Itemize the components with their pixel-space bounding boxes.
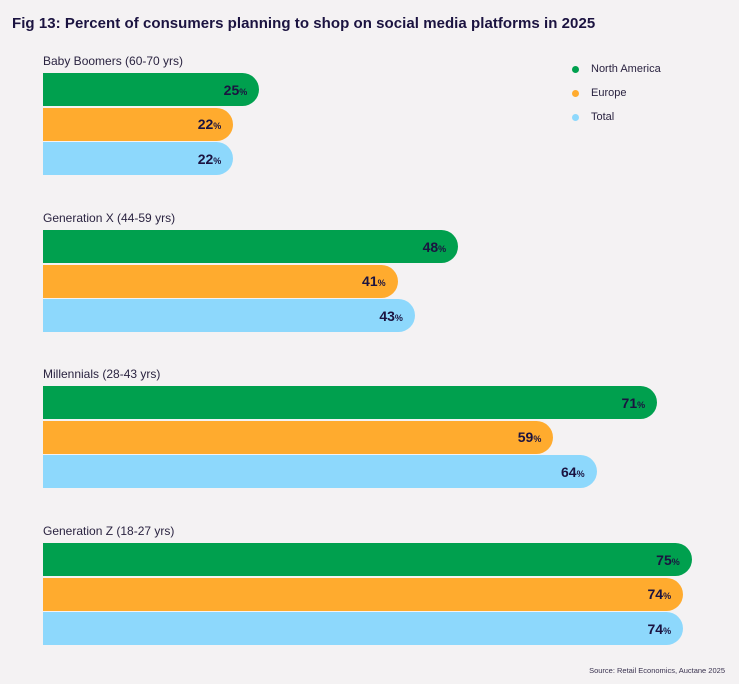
- bar-value-label: 41%: [362, 273, 386, 289]
- percent-unit: %: [377, 278, 386, 288]
- category-label: Baby Boomers (60-70 yrs): [43, 54, 184, 68]
- bar-value-label: 71%: [621, 394, 646, 411]
- bar-total: 43%: [43, 299, 415, 332]
- percent-unit: %: [213, 121, 222, 131]
- bar-value-label: 59%: [517, 429, 542, 445]
- bar-europe: 74%: [43, 577, 684, 611]
- percent-unit: %: [438, 243, 447, 254]
- bar-europe: 22%: [43, 107, 234, 141]
- legend-item-north-america: North America: [572, 57, 661, 81]
- bar-north-america: 75%: [43, 543, 692, 576]
- legend-item-total: Total: [572, 105, 661, 129]
- percent-unit: %: [671, 556, 680, 567]
- chart-title: Fig 13: Percent of consumers planning to…: [12, 15, 596, 32]
- legend-label: Europe: [591, 87, 627, 99]
- category-label: Generation Z (18-27 yrs): [43, 524, 175, 538]
- percent-unit: %: [637, 399, 646, 410]
- bar-north-america: 71%: [43, 386, 658, 419]
- bar-europe: 41%: [43, 264, 398, 298]
- percent-unit: %: [394, 312, 403, 323]
- bar-value-label: 75%: [656, 551, 680, 568]
- bar-value-label: 74%: [647, 620, 672, 637]
- bar-north-america: 25%: [43, 73, 260, 106]
- legend-item-europe: Europe: [572, 81, 661, 105]
- bar-value-label: 25%: [223, 81, 248, 98]
- legend-dot-icon: [572, 65, 579, 73]
- bar-value-label: 64%: [561, 463, 585, 480]
- bar-total: 74%: [43, 612, 684, 645]
- bar-europe: 59%: [43, 420, 554, 454]
- legend-dot-icon: [572, 89, 579, 97]
- percent-unit: %: [239, 86, 248, 97]
- legend-label: Total: [591, 111, 615, 123]
- percent-unit: %: [533, 434, 542, 444]
- percent-unit: %: [663, 625, 672, 636]
- category-label: Millennials (28-43 yrs): [43, 367, 161, 381]
- bar-total: 22%: [43, 142, 234, 175]
- bar-value-label: 48%: [422, 238, 447, 255]
- percent-unit: %: [576, 468, 585, 479]
- legend-label: North America: [591, 63, 661, 75]
- percent-unit: %: [213, 155, 222, 166]
- bar-north-america: 48%: [43, 230, 459, 263]
- percent-unit: %: [663, 591, 672, 601]
- bar-value-label: 74%: [647, 586, 672, 602]
- chart-legend: North America Europe Total: [572, 57, 661, 129]
- legend-dot-icon: [572, 113, 579, 121]
- source-note: Source: Retail Economics, Auctane 2025: [589, 666, 725, 675]
- bar-value-label: 22%: [197, 116, 222, 132]
- bar-value-label: 43%: [379, 307, 403, 324]
- bar-value-label: 22%: [197, 150, 222, 167]
- bar-total: 64%: [43, 455, 597, 488]
- category-label: Generation X (44-59 yrs): [43, 211, 176, 225]
